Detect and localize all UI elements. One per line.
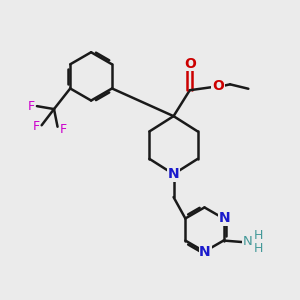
Text: H: H [254,229,263,242]
Text: N: N [242,235,252,248]
Text: N: N [218,211,230,225]
Text: O: O [212,79,224,93]
Text: F: F [33,120,40,133]
Text: N: N [168,167,179,181]
Text: N: N [199,245,211,259]
Text: F: F [28,100,35,112]
Text: O: O [184,57,196,71]
Text: H: H [254,242,263,255]
Text: F: F [59,123,66,136]
